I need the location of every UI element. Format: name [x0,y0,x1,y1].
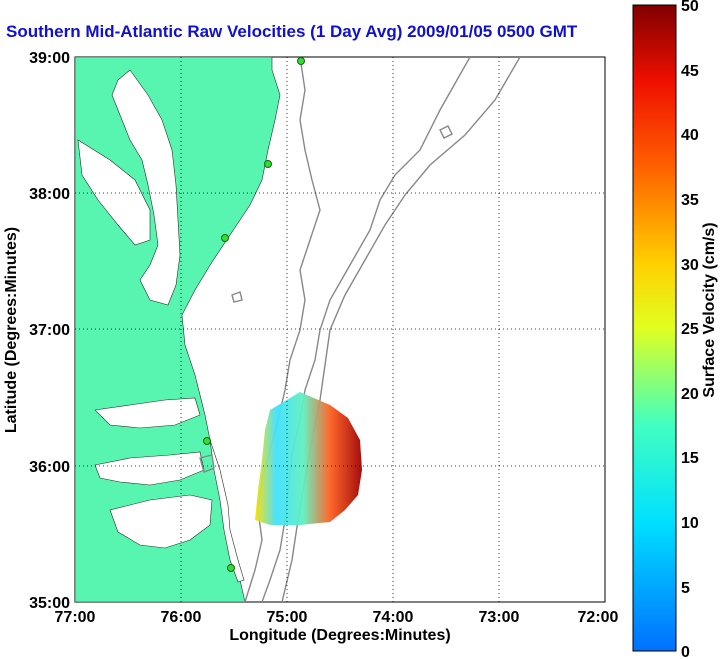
x-tick: 75:00 [267,609,308,626]
colorbar-tick: 40 [681,127,699,144]
site-marker [221,234,229,242]
x-tick: 73:00 [479,609,520,626]
velocity-field [255,392,362,525]
y-axis-ticks: 39:00 38:00 37:00 36:00 35:00 [29,50,70,612]
colorbar-tick: 30 [681,257,699,274]
site-marker [297,57,305,65]
colorbar-tick: 15 [681,450,699,467]
map-title: Southern Mid-Atlantic Raw Velocities (1 … [6,22,578,41]
x-tick: 76:00 [161,609,202,626]
x-axis-label: Longitude (Degrees:Minutes) [229,627,450,644]
x-axis-ticks: 77:00 76:00 75:00 74:00 73:00 72:00 [55,609,619,626]
bays [77,69,245,583]
y-axis-label: Latitude (Degrees:Minutes) [3,227,20,433]
x-tick: 72:00 [578,609,619,626]
colorbar-tick: 25 [681,321,699,338]
y-tick: 39:00 [29,50,70,67]
colorbar-tick: 50 [681,0,699,15]
colorbar-ticks: 50 45 40 35 30 25 20 15 10 5 0 [681,0,699,659]
x-tick: 74:00 [373,609,414,626]
colorbar-tick: 35 [681,192,699,209]
colorbar [632,4,677,652]
colorbar-tick: 0 [681,644,690,659]
colorbar-tick: 45 [681,63,699,80]
y-tick: 35:00 [29,595,70,612]
colorbar-tick: 10 [681,515,699,532]
site-marker [203,437,211,445]
y-tick: 36:00 [29,459,70,476]
radar-sites [203,57,305,572]
site-marker [227,564,235,572]
colorbar-tick: 5 [681,580,690,597]
site-marker [264,160,272,168]
grid [75,57,605,602]
y-tick: 38:00 [29,186,70,203]
y-tick: 37:00 [29,322,70,339]
x-tick: 77:00 [55,609,96,626]
colorbar-label: Surface Velocity (cm/s) [701,222,718,397]
colorbar-tick: 20 [681,386,699,403]
